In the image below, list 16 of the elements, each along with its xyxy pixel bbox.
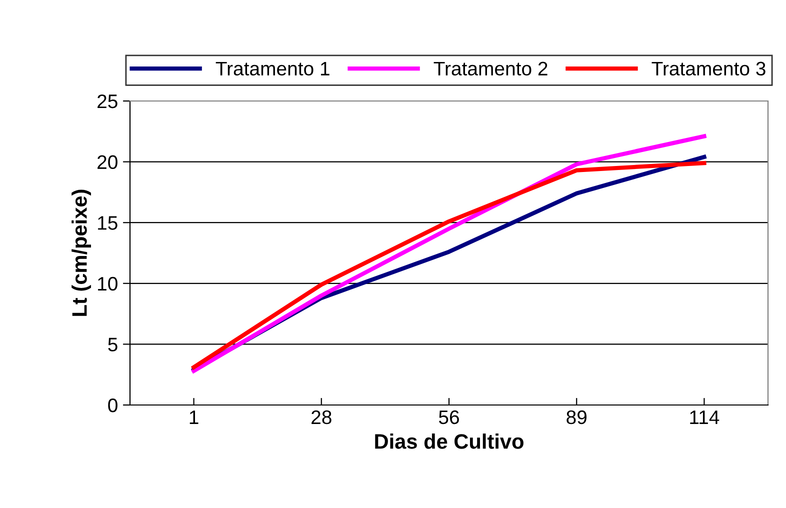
x-tick-label: 89 [566,410,586,424]
legend-label: Tratamento 2 [434,62,548,76]
y-tick-label: 15 [98,216,118,230]
y-tick-label: 0 [108,398,118,412]
x-tick-label: 28 [312,410,332,424]
x-tick-label: 1 [190,410,198,424]
y-tick-label: 25 [98,94,118,108]
x-tick-label: 114 [690,410,720,424]
x-tick-label: 56 [438,410,459,424]
y-axis-title: Lt (cm/peixe) [72,190,92,316]
y-tick-label: 20 [98,155,118,170]
x-axis-title: Dias de Cultivo [375,434,524,449]
legend-label: Tratamento 1 [216,62,330,76]
legend-label: Tratamento 3 [652,62,766,76]
y-tick-label: 10 [98,276,118,291]
y-tick-label: 5 [108,338,118,352]
